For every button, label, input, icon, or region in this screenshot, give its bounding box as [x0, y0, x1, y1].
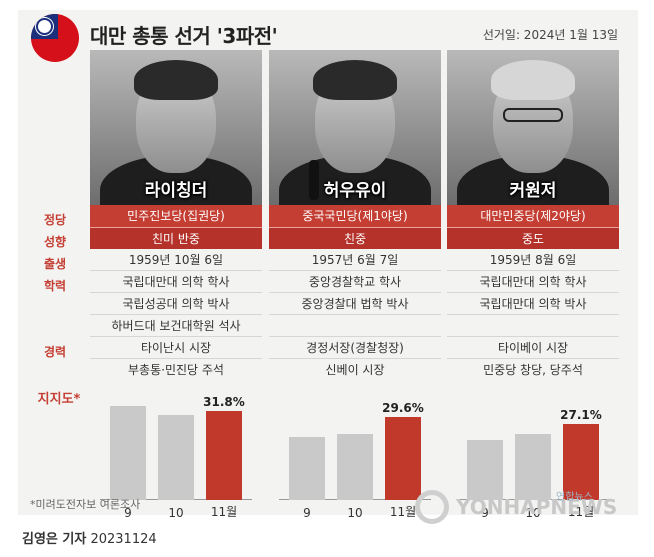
- yonhap-logo-text: YONHAPNEWS: [456, 495, 618, 519]
- party-band: 중국국민당(제1야당): [269, 205, 441, 227]
- label-support: 지지도*: [37, 392, 81, 407]
- support-bar: [158, 415, 194, 500]
- candidate-column-hou: 허우유이 중국국민당(제1야당) 친중 1957년 6월 7일 중앙경찰학교 학…: [269, 50, 441, 520]
- education-item: 국립대만대 의학 박사: [447, 293, 619, 315]
- support-percent-label: 31.8%: [203, 395, 245, 409]
- x-tick-label: 10: [525, 506, 541, 520]
- education-item: 하버드대 보건대학원 석사: [90, 315, 262, 337]
- support-chart: 9 10 11월 31.8%: [90, 388, 262, 528]
- support-bar: [110, 406, 146, 500]
- x-tick-label: 11월: [389, 505, 417, 519]
- x-tick-label: 9: [481, 506, 489, 520]
- birth-date: 1957년 6월 7일: [269, 249, 441, 271]
- candidate-photo: 커원저: [447, 50, 619, 205]
- support-bar: [563, 424, 599, 500]
- support-bar: [385, 417, 421, 500]
- orientation-band: 친미 반중: [90, 227, 262, 249]
- label-career: 경력: [43, 345, 67, 359]
- party-band: 민주진보당(집권당): [90, 205, 262, 227]
- education-item: 중앙경찰대 법학 박사: [269, 293, 441, 315]
- label-party: 정당: [43, 213, 67, 227]
- yonhap-logo-korean: 연합뉴스: [556, 492, 593, 503]
- education-item: 국립대만대 의학 학사: [90, 271, 262, 293]
- orientation-band: 중도: [447, 227, 619, 249]
- survey-footnote: *미려도전자보 여론조사: [30, 498, 141, 511]
- byline: 김영은 기자 20231124: [22, 528, 157, 547]
- career-item: 타이난시 시장: [90, 337, 262, 359]
- candidate-name: 커원저: [509, 181, 557, 201]
- education-item: 국립대만대 의학 학사: [447, 271, 619, 293]
- education-item: 국립성공대 의학 박사: [90, 293, 262, 315]
- candidate-photo: 라이칭더: [90, 50, 262, 205]
- candidate-column-ko: 커원저 대만민중당(제2야당) 중도 1959년 8월 6일 국립대만대 의학 …: [447, 50, 619, 520]
- career-item: 민중당 창당, 당주석: [483, 363, 583, 377]
- support-bar: [289, 437, 325, 500]
- taiwan-flag-icon: [31, 14, 79, 62]
- orientation-band: 친중: [269, 227, 441, 249]
- label-orientation: 성향: [43, 235, 67, 249]
- support-chart: 9 10 11월 29.6%: [269, 388, 441, 528]
- x-tick-label: 9: [303, 506, 311, 520]
- birth-date: 1959년 8월 6일: [447, 249, 619, 271]
- support-chart: 9 10 11월 27.1%: [447, 388, 619, 528]
- publish-code: 20231124: [90, 532, 157, 547]
- candidate-name: 허우유이: [323, 181, 387, 201]
- reporter-name: 김영은 기자: [22, 532, 87, 547]
- support-bar: [337, 434, 373, 500]
- election-date: 선거일: 2024년 1월 13일: [482, 28, 618, 42]
- support-bar: [206, 411, 242, 500]
- label-birth: 출생: [43, 257, 67, 271]
- x-tick-label: 11월: [210, 505, 238, 519]
- party-band: 대만민중당(제2야당): [447, 205, 619, 227]
- x-tick-label: 10: [347, 506, 363, 520]
- career-item: 타이베이 시장: [447, 337, 619, 359]
- candidate-name: 라이칭더: [144, 181, 208, 201]
- support-bar: [515, 434, 551, 500]
- education-item: [447, 315, 619, 337]
- career-item: 경정서장(경찰청장): [269, 337, 441, 359]
- education-item: [269, 315, 441, 337]
- career-item: 신베이 시장: [325, 363, 385, 377]
- x-tick-label: 10: [168, 506, 184, 520]
- support-percent-label: 29.6%: [382, 401, 424, 415]
- support-bar: [467, 440, 503, 500]
- label-education: 학력: [43, 279, 67, 293]
- support-percent-label: 27.1%: [560, 408, 602, 422]
- yonhap-logo-icon: [415, 490, 449, 524]
- candidate-column-lai: 라이칭더 민주진보당(집권당) 친미 반중 1959년 10월 6일 국립대만대…: [90, 50, 262, 520]
- page-title: 대만 총통 선거 '3파전': [90, 24, 278, 48]
- education-item: 중앙경찰학교 학사: [269, 271, 441, 293]
- candidate-photo: 허우유이: [269, 50, 441, 205]
- birth-date: 1959년 10월 6일: [90, 249, 262, 271]
- x-tick-label: 11월: [567, 505, 595, 519]
- x-tick-label: 9: [124, 506, 132, 520]
- career-item: 부총통·민진당 주석: [128, 363, 224, 377]
